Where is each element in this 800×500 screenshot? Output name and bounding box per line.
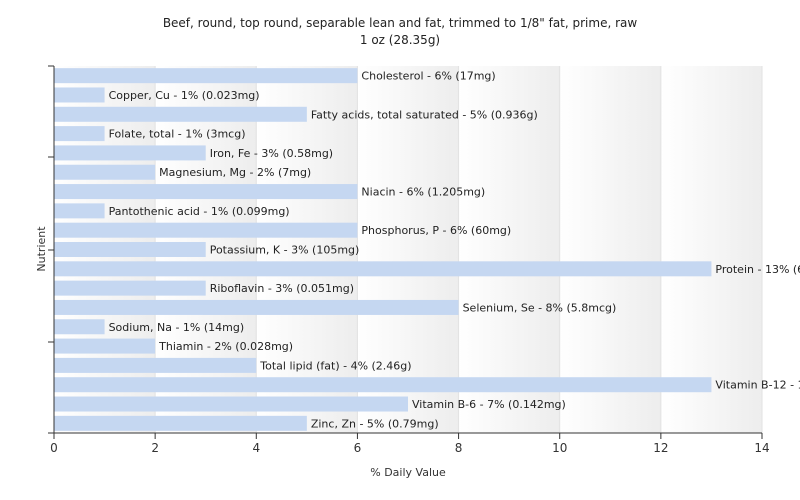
bar-label: Iron, Fe - 3% (0.58mg): [210, 147, 333, 160]
bar-label: Magnesium, Mg - 2% (7mg): [159, 166, 311, 179]
bar: [54, 415, 307, 431]
bar-label: Fatty acids, total saturated - 5% (0.936…: [311, 108, 538, 121]
bar-label: Vitamin B-6 - 7% (0.142mg): [412, 398, 566, 411]
bar-label: Niacin - 6% (1.205mg): [361, 186, 485, 199]
grid-band: [660, 66, 762, 433]
grid-band: [357, 66, 459, 433]
bar-label: Copper, Cu - 1% (0.023mg): [109, 89, 260, 102]
bar-label: Potassium, K - 3% (105mg): [210, 244, 360, 257]
bar-label: Sodium, Na - 1% (14mg): [109, 321, 245, 334]
bar: [54, 106, 307, 122]
x-tick-label: 4: [252, 441, 260, 455]
bar: [54, 357, 257, 373]
bar-label: Total lipid (fat) - 4% (2.46g): [259, 359, 411, 372]
bar-label: Folate, total - 1% (3mcg): [109, 128, 246, 141]
axes-group: 0 2 4 6 8 10 12 14: [48, 65, 770, 455]
y-axis-title: Nutrient: [35, 226, 48, 272]
bar: [54, 261, 712, 277]
bar-label: Pantothenic acid - 1% (0.099mg): [109, 205, 290, 218]
bar: [54, 222, 358, 238]
x-tick-label: 6: [354, 441, 362, 455]
bar: [54, 338, 156, 354]
x-axis-title: % Daily Value: [370, 466, 446, 479]
bar: [54, 203, 105, 219]
x-tick-label: 12: [653, 441, 668, 455]
x-tick-label: 0: [50, 441, 58, 455]
bar-label: Selenium, Se - 8% (5.8mcg): [463, 301, 617, 314]
bar-label: Riboflavin - 3% (0.051mg): [210, 282, 354, 295]
bar: [54, 164, 156, 180]
bar-label: Phosphorus, P - 6% (60mg): [361, 224, 511, 237]
bar: [54, 319, 105, 335]
chart-subtitle: 1 oz (28.35g): [360, 33, 440, 47]
x-tick-label: 10: [552, 441, 567, 455]
bar: [54, 184, 358, 200]
bars-group: Cholesterol - 6% (17mg) Copper, Cu - 1% (…: [54, 68, 800, 431]
bar: [54, 68, 358, 84]
x-tick-label: 8: [455, 441, 463, 455]
bar: [54, 87, 105, 103]
grid-band: [458, 66, 560, 433]
bar: [54, 299, 459, 315]
bar-label: Protein - 13% (6.31g): [715, 263, 800, 276]
x-tick-label: 14: [754, 441, 769, 455]
bar: [54, 242, 206, 257]
bar: [54, 145, 206, 161]
bar: [54, 377, 712, 393]
bar: [54, 126, 105, 142]
chart-title: Beef, round, top round, separable lean a…: [163, 16, 638, 30]
bar-label: Thiamin - 2% (0.028mg): [158, 340, 293, 353]
bar-label: Vitamin B-12 - 13% (0.79mcg): [715, 379, 800, 392]
bar: [54, 396, 408, 412]
bar: [54, 280, 206, 296]
x-tick-label: 2: [151, 441, 159, 455]
bar-label: Cholesterol - 6% (17mg): [361, 70, 495, 83]
grid-band: [559, 66, 661, 433]
bar-label: Zinc, Zn - 5% (0.79mg): [311, 417, 439, 430]
grid-band: [256, 66, 358, 433]
